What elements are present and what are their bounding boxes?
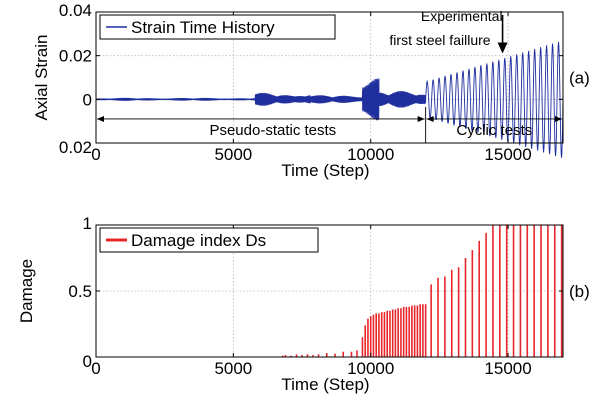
annotation-line-1: Experimental [421, 8, 503, 24]
x-tick-label: 10000 [347, 145, 394, 164]
failure-arrow-head [497, 42, 508, 54]
panel-a: Experimental first steel faillure Pseudo-s… [32, 1, 590, 180]
y-tick-label: 0.02 [59, 138, 92, 157]
x-tick-label: 15000 [484, 359, 531, 378]
x-axis-label: Time (Step) [281, 375, 369, 394]
panel-b: 0 5000 10000 15000 0 0.5 1 Time (Step) Damage (b)… [17, 214, 590, 394]
x-tick-label: 15000 [484, 145, 531, 164]
y-tick-label: 0 [83, 90, 92, 109]
axes-frame [95, 11, 564, 144]
y-axis-label: Axial Strain [32, 35, 51, 121]
range-arrowhead [417, 115, 425, 122]
x-tick-label: 10000 [347, 359, 394, 378]
y-tick-label: 0.04 [59, 1, 92, 20]
x-axis-label: Time (Step) [281, 161, 369, 180]
x-tick-label: 0 [91, 145, 100, 164]
strain-line [95, 41, 564, 158]
legend-box [99, 14, 336, 40]
range-arrowhead [97, 115, 104, 122]
y-tick-label: 0.02 [59, 47, 92, 66]
legend-box [99, 227, 319, 253]
panel-label: (a) [569, 69, 590, 88]
y-tick-label: 1 [83, 214, 92, 233]
x-tick-label: 5000 [214, 359, 252, 378]
cyclic-label: Cyclic tests [456, 122, 532, 139]
legend-label: Strain Time History [131, 18, 275, 37]
pseudo-static-label: Pseudo-static tests [209, 122, 336, 139]
y-axis-label: Damage [17, 259, 36, 323]
y-tick-label: 0 [83, 352, 92, 371]
range-arrowhead [426, 115, 434, 122]
y-tick-label: 0.5 [68, 282, 92, 301]
x-tick-label: 0 [91, 359, 100, 378]
range-arrowhead [555, 115, 562, 122]
panel-label: (b) [569, 282, 590, 301]
legend-label: Damage index Ds [131, 231, 266, 250]
annotation-line-2: first steel faillure [389, 32, 490, 48]
x-tick-label: 5000 [214, 145, 252, 164]
